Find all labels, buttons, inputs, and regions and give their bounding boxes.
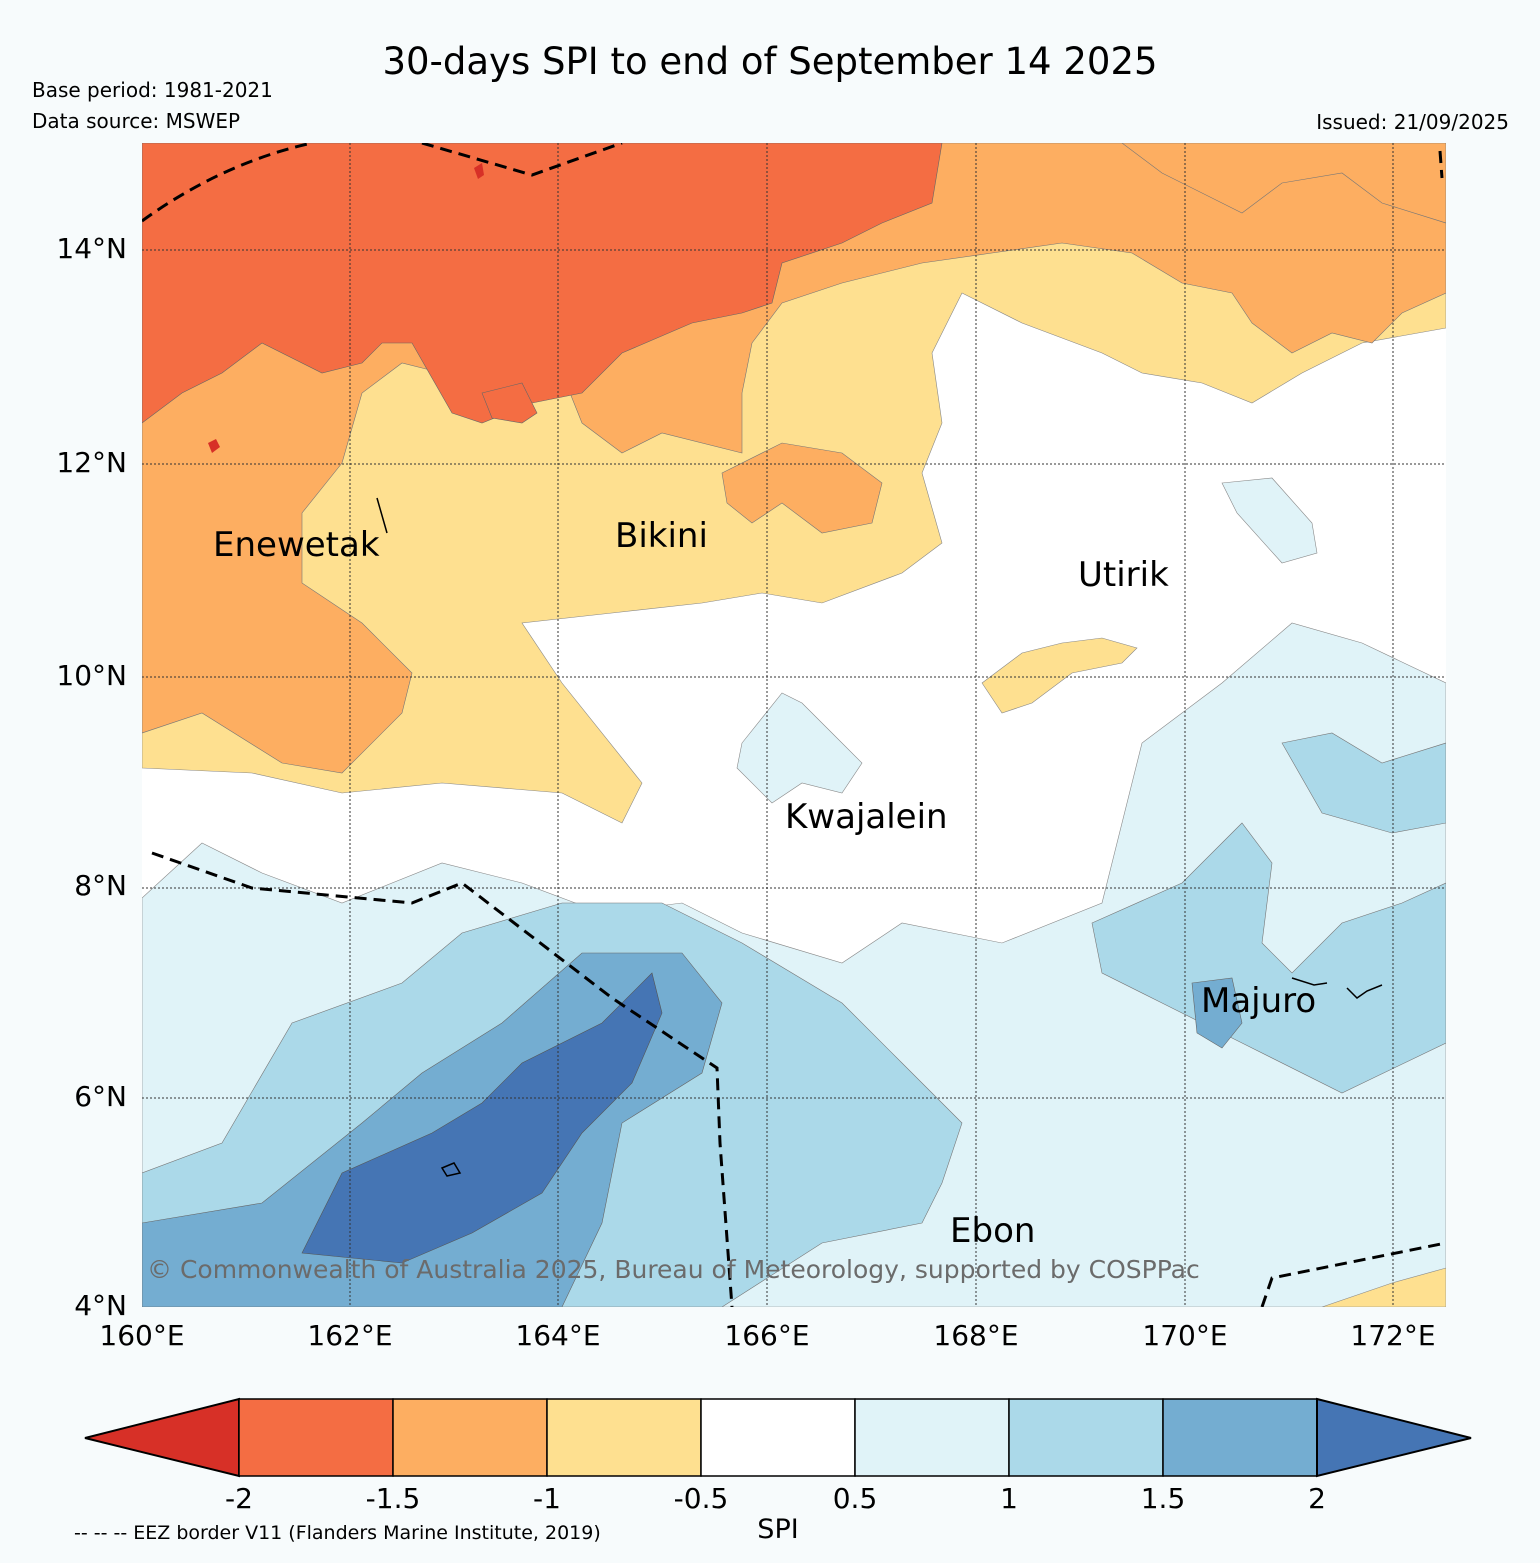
colorbar-tick: -1.5 — [365, 1482, 421, 1515]
data-source: Data source: MSWEP — [32, 109, 241, 133]
colorbar-segment — [238, 1398, 394, 1477]
colorbar-segment — [1162, 1398, 1318, 1477]
spi-band-below-minus2 — [474, 163, 484, 179]
colorbar-tick: -1 — [533, 1482, 561, 1515]
lon-label-168e: 168°E — [933, 1319, 1019, 1352]
colorbar-tick: 2 — [1308, 1482, 1326, 1515]
colorbar-segment — [854, 1398, 1010, 1477]
eez-border — [142, 143, 1446, 1307]
issued-date: Issued: 21/09/2025 — [1316, 110, 1509, 134]
colorbar-segment — [1008, 1398, 1164, 1477]
copyright-notice: © Commonwealth of Australia 2025, Bureau… — [147, 1255, 1200, 1284]
spi-colorbar — [84, 1397, 1472, 1478]
colorbar-label: SPI — [757, 1514, 799, 1545]
place-ebon: Ebon — [950, 1211, 1036, 1251]
colorbar-tick: -2 — [225, 1482, 253, 1515]
spi-map — [142, 143, 1446, 1307]
place-enewetak: Enewetak — [213, 525, 380, 565]
colorbar-tick: 0.5 — [832, 1482, 878, 1515]
base-period: Base period: 1981-2021 — [32, 78, 273, 102]
island-outlines — [376, 497, 1383, 1177]
colorbar-tick: -0.5 — [673, 1482, 729, 1515]
lon-label-172e: 172°E — [1350, 1319, 1436, 1352]
lat-label-6n: 6°N — [74, 1080, 127, 1113]
colorbar-tick: 1.5 — [1140, 1482, 1186, 1515]
colorbar-segment — [546, 1398, 702, 1477]
lat-label-12n: 12°N — [56, 446, 127, 479]
lon-label-170e: 170°E — [1142, 1319, 1228, 1352]
spi-contour-layer — [142, 143, 1446, 1307]
spi-band-above-2 — [301, 972, 663, 1264]
map-title: 30-days SPI to end of September 14 2025 — [382, 40, 1158, 83]
graticule — [142, 143, 1446, 1307]
lat-label-4n: 4°N — [74, 1289, 127, 1322]
colorbar-segment — [392, 1398, 548, 1477]
lon-label-166e: 166°E — [724, 1319, 810, 1352]
lat-label-10n: 10°N — [56, 659, 127, 692]
lat-label-14n: 14°N — [56, 232, 127, 265]
colorbar-extend-high — [1316, 1397, 1472, 1478]
lon-label-164e: 164°E — [515, 1319, 601, 1352]
colorbar-extend-low — [84, 1397, 240, 1478]
lon-label-162e: 162°E — [307, 1319, 393, 1352]
place-utirik: Utirik — [1078, 555, 1169, 595]
lon-label-160e: 160°E — [99, 1319, 185, 1352]
place-majuro: Majuro — [1201, 981, 1317, 1021]
lat-label-8n: 8°N — [74, 869, 127, 902]
place-kwajalein: Kwajalein — [785, 797, 948, 837]
place-bikini: Bikini — [615, 516, 708, 556]
colorbar-segment — [700, 1398, 856, 1477]
colorbar-tick: 1 — [1000, 1482, 1018, 1515]
eez-legend-note: -- -- -- EEZ border V11 (Flanders Marine… — [74, 1522, 601, 1544]
